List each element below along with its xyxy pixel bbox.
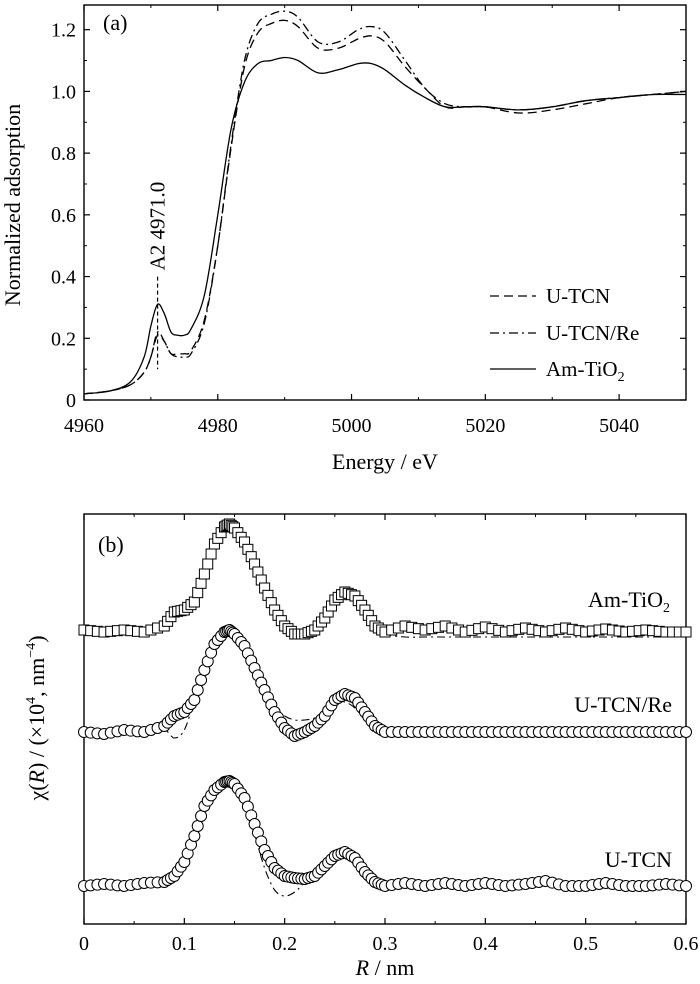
y-tick-label: 0.6 bbox=[51, 205, 76, 227]
panel-a-y-axis-label: Normalized adsorption bbox=[0, 104, 25, 306]
x-tick-label: 0.1 bbox=[172, 933, 197, 955]
series-line-solid bbox=[83, 56, 687, 395]
panel-b-chart: 0 0.1 0.2 0.3 0.4 0.5 0.6 (b) Am-TiO2 U-TCN/Re… bbox=[24, 513, 699, 980]
panel-b-ticks: 0 0.1 0.2 0.3 0.4 0.5 0.6 bbox=[79, 514, 699, 955]
data-marker-circle bbox=[680, 726, 692, 738]
data-marker-circle bbox=[191, 820, 204, 832]
y-tick-label: 0 bbox=[66, 390, 76, 412]
data-marker-square bbox=[195, 577, 207, 589]
legend-item-u-tcn-re: U-TCN/Re bbox=[490, 321, 639, 345]
x-tick-label: 0.5 bbox=[573, 933, 598, 955]
panel-a-ticks: 4960 4980 5000 5020 5040 0 0.2 0.4 0.6 0.8 1.0 1.2 bbox=[51, 5, 686, 437]
data-marker-square bbox=[205, 548, 217, 560]
y-tick-label: 0.2 bbox=[51, 328, 76, 350]
data-marker-circle bbox=[195, 674, 208, 686]
series-label-am-tio2-subscript: 2 bbox=[663, 601, 670, 616]
data-marker-square bbox=[192, 587, 204, 599]
legend-label-u-tcn-re: U-TCN/Re bbox=[546, 321, 639, 345]
x-tick-label: 5000 bbox=[332, 415, 372, 437]
panel-b-x-axis-label: R / nm bbox=[355, 955, 415, 980]
y-tick-label: 0.4 bbox=[51, 267, 76, 289]
panel-a-plot-frame bbox=[83, 4, 687, 401]
series-label-u-tcn: U-TCN bbox=[605, 847, 672, 872]
data-marker-circle bbox=[188, 694, 201, 706]
panel-a-series bbox=[83, 10, 687, 395]
y-tick-label: 1.2 bbox=[51, 20, 76, 42]
annotation-label: A2 4971.0 bbox=[146, 182, 170, 271]
y-tick-label: 1.0 bbox=[51, 81, 76, 103]
x-tick-label: 0.6 bbox=[674, 933, 699, 955]
data-marker-square bbox=[202, 558, 214, 570]
x-tick-label: 4960 bbox=[64, 415, 104, 437]
legend-label-u-tcn: U-TCN bbox=[546, 284, 610, 308]
panel-a-chart: 4960 4980 5000 5020 504000.20.40.60.81.01.2 … bbox=[0, 4, 687, 474]
data-marker-square bbox=[198, 568, 210, 580]
panel-a-x-axis-label: Energy / eV bbox=[332, 449, 438, 474]
legend-label-am-tio2-subscript: 2 bbox=[618, 370, 625, 385]
data-marker-square bbox=[188, 596, 200, 608]
data-marker-circle bbox=[680, 880, 692, 892]
legend-item-am-tio2: Am-TiO2 bbox=[490, 357, 625, 385]
legend-item-u-tcn: U-TCN bbox=[490, 284, 610, 308]
x-tick-label: 4980 bbox=[198, 415, 238, 437]
data-marker-circle bbox=[191, 684, 204, 696]
x-tick-label: 5020 bbox=[465, 415, 505, 437]
x-tick-label: 0.3 bbox=[373, 933, 398, 955]
panel-b-label: (b) bbox=[98, 532, 124, 557]
legend-label-am-tio2: Am-TiO2 bbox=[546, 357, 625, 385]
y-axis-label-superscript-2: −4 bbox=[24, 643, 39, 658]
panel-b-series bbox=[78, 518, 692, 897]
data-marker-circle bbox=[195, 810, 208, 822]
panel-b-y-axis-label: χ(R) / (×104, nm−4) bbox=[24, 635, 49, 801]
series-label-u-tcn-re: U-TCN/Re bbox=[574, 692, 672, 717]
x-tick-label: 0.4 bbox=[473, 933, 498, 955]
legend: U-TCN U-TCN/Re Am-TiO2 bbox=[490, 284, 639, 385]
data-marker-square bbox=[680, 626, 692, 638]
x-tick-label: 5040 bbox=[599, 415, 639, 437]
data-marker-circle bbox=[188, 830, 201, 842]
y-tick-label: 0.8 bbox=[51, 143, 76, 165]
x-tick-label: 0.2 bbox=[272, 933, 297, 955]
y-axis-label-superscript-1: 4 bbox=[24, 697, 39, 704]
panel-a-label: (a) bbox=[103, 10, 127, 35]
series-label-am-tio2: Am-TiO2 bbox=[588, 587, 670, 616]
x-tick-label: 0 bbox=[79, 933, 89, 955]
